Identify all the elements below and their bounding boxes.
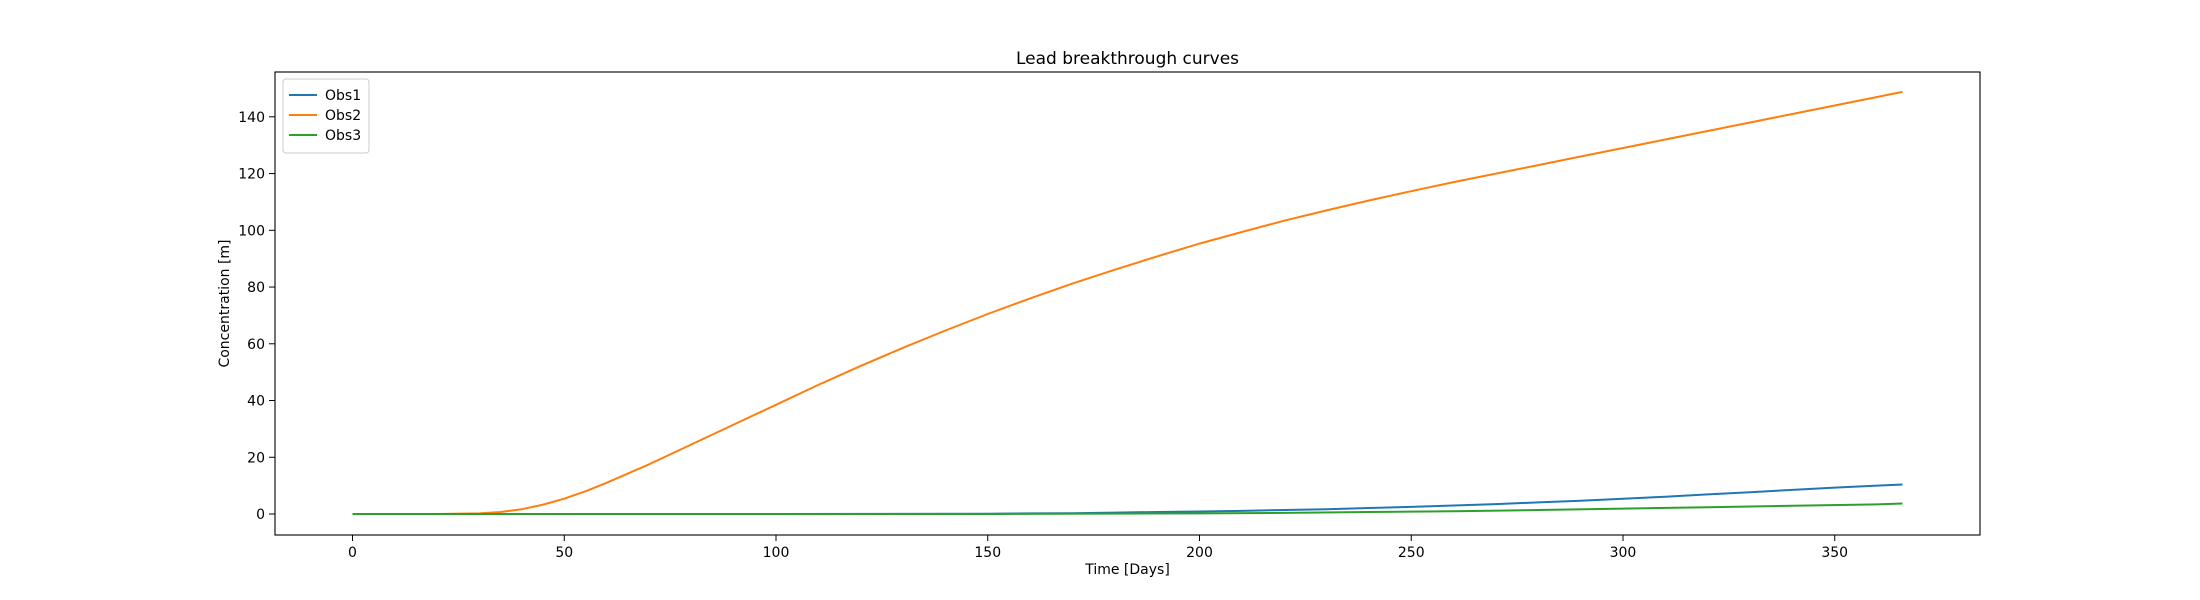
x-tick-label: 50: [555, 545, 573, 561]
plot-area: [275, 72, 1980, 535]
x-tick-label: 100: [763, 545, 790, 561]
x-tick-label: 150: [974, 545, 1001, 561]
y-tick-label: 120: [238, 167, 265, 183]
legend: Obs1 Obs2 Obs3: [282, 78, 370, 154]
y-tick-label: 100: [238, 223, 265, 239]
x-tick-label: 200: [1186, 545, 1213, 561]
y-axis-ticks: 0 20 40 60 80 100 120 140: [238, 110, 275, 523]
x-axis-label: Time [Days]: [1084, 562, 1170, 578]
x-tick-label: 350: [1821, 545, 1848, 561]
legend-label: Obs3: [325, 128, 361, 144]
chart-title: Lead breakthrough curves: [1016, 49, 1239, 69]
y-tick-label: 80: [247, 280, 265, 296]
y-tick-label: 0: [256, 507, 265, 523]
x-axis-ticks: 0 50 100 150 200 250 300 350: [348, 535, 1848, 561]
y-tick-label: 140: [238, 110, 265, 126]
series-line-obs3: [352, 502, 1903, 515]
y-tick-label: 20: [247, 450, 265, 466]
x-tick-label: 250: [1398, 545, 1425, 561]
y-axis-label: Concentration [m]: [217, 239, 233, 367]
plot-frame: [274, 71, 1981, 536]
legend-label: Obs2: [325, 108, 361, 124]
series-line-obs2: [352, 90, 1903, 515]
legend-label: Obs1: [325, 88, 361, 104]
x-tick-label: 300: [1610, 545, 1637, 561]
x-tick-label: 0: [348, 545, 357, 561]
y-tick-label: 40: [247, 394, 265, 410]
y-tick-label: 60: [247, 337, 265, 353]
series-layer: [352, 90, 1903, 515]
